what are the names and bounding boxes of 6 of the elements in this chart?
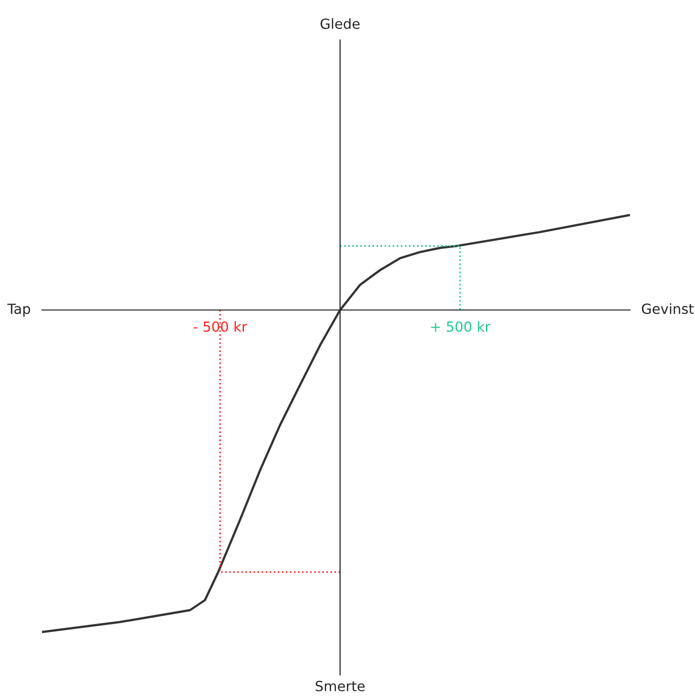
text: Tap — [7, 304, 30, 317]
x-tick-label: + 500 kr — [431, 321, 490, 332]
text: Smerte — [316, 680, 365, 692]
text: Glede — [320, 18, 360, 29]
text: Gevinst — [642, 303, 694, 314]
x-tick-label: - 500 kr — [194, 321, 248, 332]
